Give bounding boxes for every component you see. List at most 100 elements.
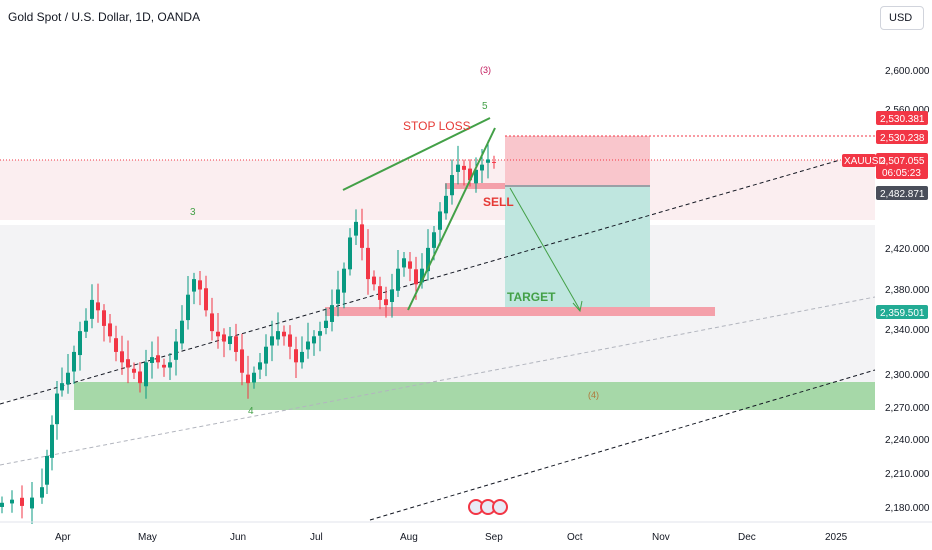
candle-body xyxy=(480,164,484,171)
candle-body xyxy=(288,334,292,347)
channel-mid-line xyxy=(0,296,876,466)
candle-body xyxy=(324,320,328,328)
candle-body xyxy=(330,305,334,322)
price-tag-value: 2,507.055 xyxy=(880,156,925,167)
candle-body xyxy=(348,237,352,270)
candle-body xyxy=(372,276,376,285)
symbol-tag-label: XAUUSD xyxy=(844,156,886,167)
price-tick-label: 2,270.000 xyxy=(885,403,930,414)
time-tick-label: Oct xyxy=(567,532,583,543)
price-tag-value: 2,359.501 xyxy=(880,308,925,319)
candle-body xyxy=(10,499,14,504)
sell-label: SELL xyxy=(483,195,514,209)
time-axis[interactable]: Apr May Jun Jul Aug Sep Oct Nov Dec 2025 xyxy=(55,532,848,543)
candle-body xyxy=(150,357,154,363)
candle-body xyxy=(384,299,388,306)
time-tick-label: May xyxy=(138,532,157,543)
symbol-tag-box xyxy=(842,154,876,167)
candle-body xyxy=(492,161,496,163)
candle-body xyxy=(50,424,54,458)
price-tag-box xyxy=(876,111,928,125)
candle-body xyxy=(90,299,94,319)
time-tick-label: Dec xyxy=(738,532,756,543)
price-tick-label: 2,420.000 xyxy=(885,244,930,255)
candle-body xyxy=(114,338,118,352)
candle-body xyxy=(258,362,262,370)
wave-5-label: 5 xyxy=(482,101,488,112)
candle-body xyxy=(294,349,298,363)
price-tick-label: 2,340.000 xyxy=(885,325,930,336)
candle-body xyxy=(72,351,76,372)
price-tick-label: 2,210.000 xyxy=(885,469,930,480)
wave-4-label: 4 xyxy=(248,406,254,417)
candle-body xyxy=(396,268,400,291)
candle-body xyxy=(0,502,4,507)
candle-body xyxy=(60,383,64,391)
candle-body xyxy=(186,294,190,321)
candle-body xyxy=(312,336,316,344)
target-arrow-line xyxy=(509,187,581,311)
candle-body xyxy=(66,372,70,385)
candle-body xyxy=(228,336,232,345)
candle-body xyxy=(180,320,184,344)
us-flag-icon[interactable] xyxy=(492,499,508,515)
candle-body xyxy=(438,211,442,230)
candle-body xyxy=(168,362,172,368)
currency-selector-button[interactable]: USD xyxy=(880,6,924,30)
time-tick-label: Sep xyxy=(485,532,503,543)
candle-body xyxy=(174,341,178,360)
candle-body xyxy=(432,232,436,248)
candle-body xyxy=(192,279,196,292)
price-tag-value: 2,530.381 xyxy=(880,114,925,125)
candle-body xyxy=(402,258,406,268)
candle-body xyxy=(360,224,364,248)
candle-body xyxy=(246,374,250,384)
candle-body xyxy=(414,269,418,285)
price-tag-box xyxy=(876,305,928,319)
candle-body xyxy=(234,336,238,352)
price-tag-box xyxy=(876,186,928,200)
price-tick-label: 2,300.000 xyxy=(885,370,930,381)
wave-3-top-label: (3) xyxy=(480,65,491,75)
candle-body xyxy=(366,247,370,280)
time-tick-label: Apr xyxy=(55,532,71,543)
price-axis[interactable]: 2,600.000 2,560.000 2,420.000 2,380.000 2,34… xyxy=(885,66,930,514)
candle-body xyxy=(222,334,226,342)
candle-body xyxy=(138,371,142,384)
candle-body xyxy=(216,331,220,337)
candle-body xyxy=(444,195,448,214)
candle-body xyxy=(378,286,382,300)
price-tick-label: 2,560.000 xyxy=(885,105,930,116)
economic-events-icons[interactable] xyxy=(468,499,508,515)
candle-body xyxy=(390,289,394,302)
candle-body xyxy=(270,336,274,346)
candle-body xyxy=(408,261,412,269)
candle-body xyxy=(102,310,106,326)
candle-body xyxy=(96,302,100,311)
candle-body xyxy=(252,372,256,383)
profit-zone xyxy=(505,186,650,313)
time-tick-label: Aug xyxy=(400,532,418,543)
candle-body xyxy=(318,331,322,336)
candle-body xyxy=(204,288,208,311)
candle-body xyxy=(55,393,59,425)
candle-body xyxy=(210,313,214,332)
candle-body xyxy=(108,323,112,337)
candle-body xyxy=(354,221,358,236)
candle-body xyxy=(132,368,136,373)
candle-body xyxy=(156,355,160,363)
candle-body xyxy=(20,497,24,506)
target-label: TARGET xyxy=(507,290,556,304)
candle-body xyxy=(162,364,166,368)
candle-body xyxy=(126,359,130,368)
candle-body xyxy=(30,497,34,509)
candle-body xyxy=(144,362,148,387)
candle-body xyxy=(264,346,268,364)
price-tick-label: 2,600.000 xyxy=(885,66,930,77)
sell-marker-bar xyxy=(445,183,505,189)
candle-body xyxy=(78,331,82,356)
candle-body xyxy=(300,351,304,363)
wedge-upper-line xyxy=(342,117,491,191)
